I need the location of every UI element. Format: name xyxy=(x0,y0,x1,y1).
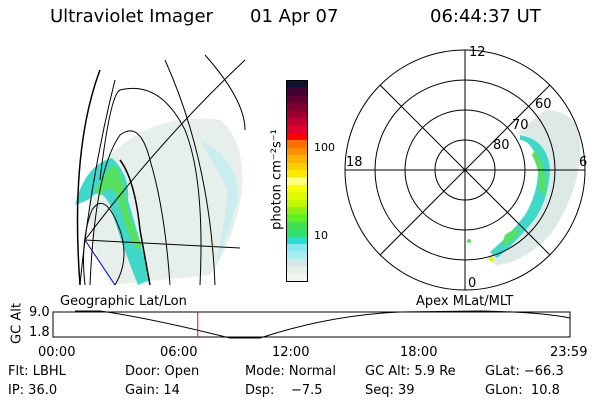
colorbar-swatch xyxy=(287,214,307,222)
x-tick-1200: 12:00 xyxy=(272,345,310,360)
colorbar-swatch xyxy=(287,266,307,274)
colorbar-swatch xyxy=(287,169,307,178)
colorbar-swatch xyxy=(287,95,307,104)
door-info: Door: Open xyxy=(125,364,200,379)
colorbar-swatch xyxy=(287,118,307,126)
x-tick-1800: 18:00 xyxy=(400,345,438,360)
auroral-image-geo xyxy=(75,118,243,285)
colorbar-swatch xyxy=(287,132,307,141)
colorbar-swatch xyxy=(287,206,307,215)
y-tick-9: 9.0 xyxy=(29,305,50,320)
altitude-curve xyxy=(75,310,571,339)
colorbar-tick-100: 100 xyxy=(314,141,335,154)
colorbar xyxy=(286,80,308,282)
colorbar-swatch xyxy=(287,199,307,207)
polar-grid xyxy=(344,49,586,291)
x-tick-0000: 00:00 xyxy=(38,345,76,360)
mlt-label-18: 18 xyxy=(346,155,363,170)
colorbar-swatch xyxy=(287,243,307,252)
colorbar-swatch xyxy=(287,81,307,89)
gc-alt-info: GC Alt: 5.9 Re xyxy=(365,364,456,379)
map-grid xyxy=(76,54,246,286)
ring-label-80: 80 xyxy=(493,138,510,153)
colorbar-swatch xyxy=(287,251,307,259)
geographic-title: Geographic Lat/Lon xyxy=(60,294,187,309)
gain-info: Gain: 14 xyxy=(125,383,180,398)
glat-info: GLat: −66.3 xyxy=(485,364,564,379)
colorbar-tick-10: 10 xyxy=(314,229,328,242)
colorbar-swatch xyxy=(287,155,307,163)
seq-info: Seq: 39 xyxy=(365,383,415,398)
apex-title: Apex MLat/MLT xyxy=(416,294,514,309)
colorbar-swatch xyxy=(287,229,307,237)
dsp-info: Dsp: −7.5 xyxy=(245,383,323,398)
filter-info: Flt: LBHL xyxy=(8,364,66,379)
mlt-label-12: 12 xyxy=(469,45,486,60)
ip-info: IP: 36.0 xyxy=(8,383,58,398)
mlt-label-6: 6 xyxy=(579,155,588,170)
colorbar-swatch xyxy=(287,140,307,148)
colorbar-swatch xyxy=(287,125,307,133)
timeline-frame xyxy=(52,311,571,338)
instrument-title: Ultraviolet Imager xyxy=(50,6,213,27)
orbit-track xyxy=(84,239,116,286)
date-label: 01 Apr 07 xyxy=(250,6,339,27)
time-label: 06:44:37 UT xyxy=(430,6,541,27)
colorbar-swatch xyxy=(287,110,307,119)
colorbar-swatch xyxy=(287,258,307,267)
colorbar-swatch xyxy=(287,103,307,111)
colorbar-swatch xyxy=(287,221,307,230)
colorbar-swatch xyxy=(287,273,307,281)
colorbar-swatch xyxy=(287,88,307,96)
colorbar-swatch xyxy=(287,177,307,185)
colorbar-swatch xyxy=(287,236,307,244)
colorbar-swatch xyxy=(287,192,307,200)
glon-info: GLon: 10.8 xyxy=(485,383,560,398)
auroral-image-polar xyxy=(467,110,581,265)
x-tick-2359: 23:59 xyxy=(550,345,588,360)
mlt-label-0: 0 xyxy=(468,276,477,291)
ring-label-70: 70 xyxy=(512,118,529,133)
y-tick-1.8: 1.8 xyxy=(29,325,50,340)
colorbar-swatch xyxy=(287,162,307,170)
ring-label-60: 60 xyxy=(535,97,552,112)
x-tick-0600: 06:00 xyxy=(160,345,198,360)
colorbar-swatch xyxy=(287,184,307,193)
mode-info: Mode: Normal xyxy=(245,364,336,379)
colorbar-swatch xyxy=(287,147,307,156)
